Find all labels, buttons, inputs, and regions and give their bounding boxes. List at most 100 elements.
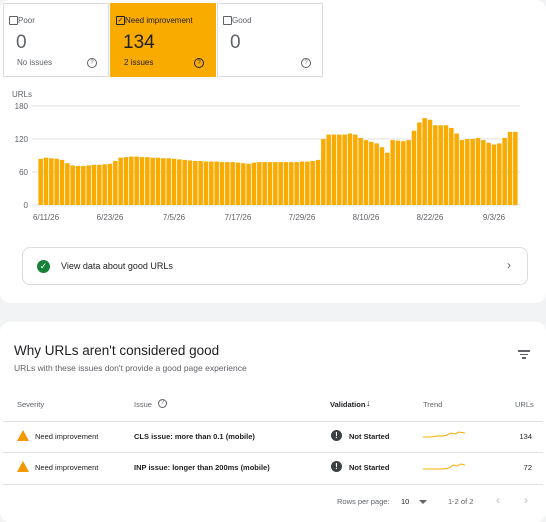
dropdown-arrow[interactable] — [419, 500, 427, 504]
bar — [145, 157, 150, 205]
x-tick-label: 8/10/26 — [353, 213, 380, 222]
bar — [369, 141, 374, 205]
bar — [454, 133, 459, 205]
warning-icon — [17, 461, 29, 472]
bar — [235, 162, 241, 205]
bar — [475, 137, 481, 205]
issue[interactable]: CLS issue: more than 0.1 (mobile) — [134, 432, 255, 441]
rows-per-page-label: Rows per page: — [337, 497, 390, 506]
bar — [326, 134, 331, 205]
good-tab[interactable]: Good 0 ? — [217, 3, 323, 77]
rows-per-page[interactable]: 10 — [401, 497, 410, 506]
bar — [427, 119, 433, 205]
bar — [129, 156, 134, 205]
bar — [470, 139, 475, 205]
bar — [459, 140, 465, 205]
bar — [134, 156, 139, 205]
warning-icon — [17, 430, 29, 441]
divider — [3, 484, 543, 485]
bar — [438, 125, 443, 205]
bar — [75, 165, 81, 205]
bar — [486, 142, 491, 205]
poor-tab[interactable]: Poor 0 No issues ? — [3, 3, 109, 77]
bar — [401, 141, 406, 205]
tab-count: 134 — [123, 32, 155, 53]
bar — [43, 157, 49, 205]
bar — [491, 144, 497, 205]
bar — [155, 157, 161, 205]
bar — [422, 118, 427, 205]
tab-label: Poor — [18, 16, 35, 25]
validation: Not Started — [349, 432, 390, 441]
y-tick-label: 60 — [19, 168, 28, 177]
page-range: 1-2 of 2 — [448, 497, 474, 506]
bar — [417, 122, 422, 205]
help-icon[interactable]: ? — [158, 399, 167, 408]
bar — [481, 140, 486, 205]
url-count: 72 — [523, 463, 532, 472]
bar — [321, 139, 326, 205]
bar — [257, 162, 262, 205]
bar — [166, 158, 171, 205]
bar — [273, 162, 278, 205]
bar — [241, 163, 246, 205]
bar — [390, 140, 395, 205]
bar — [219, 162, 225, 205]
x-tick-label: 7/29/26 — [289, 213, 316, 222]
bar — [465, 139, 470, 205]
overview-card: Poor 0 No issues ? ✓ Need improvement 13… — [0, 0, 546, 303]
bar — [331, 134, 337, 205]
prev-page[interactable]: ‹ — [496, 493, 500, 507]
bar — [443, 125, 449, 205]
issue[interactable]: INP issue: longer than 200ms (mobile) — [134, 463, 270, 472]
bar — [107, 163, 113, 205]
tab-sub: No issues — [17, 58, 53, 67]
trend-sparkline — [423, 463, 465, 470]
good-urls-link[interactable]: ✓ View data about good URLs › — [22, 247, 528, 285]
filter-icon[interactable] — [518, 350, 530, 359]
need-improvement-tab[interactable]: ✓ Need improvement 134 2 issues ? — [110, 3, 216, 77]
help-icon[interactable]: ? — [87, 58, 97, 68]
link-text: View data about good URLs — [61, 261, 173, 271]
bar — [97, 164, 102, 205]
next-page[interactable]: › — [524, 493, 528, 507]
bar — [177, 159, 182, 205]
y-tick-label: 120 — [15, 135, 29, 144]
bar — [289, 162, 294, 205]
column-header: Trend — [423, 400, 443, 409]
severity: Need improvement — [35, 463, 99, 472]
help-icon[interactable]: ? — [194, 58, 204, 68]
bar — [363, 140, 369, 205]
issues-card — [0, 322, 546, 522]
bar — [342, 134, 347, 205]
section-subtitle: URLs with these issues don't provide a g… — [14, 363, 247, 373]
bar — [310, 161, 315, 205]
bar — [513, 131, 518, 205]
tab-count: 0 — [16, 32, 27, 53]
help-icon[interactable]: ? — [301, 58, 311, 68]
bar — [305, 161, 310, 205]
check-icon: ✓ — [37, 260, 50, 273]
bar — [337, 134, 342, 205]
chart: URLs 0 60 120 180 6/11/26 6/23/26 7/5/26 7/17/2… — [12, 90, 520, 222]
column-header: Severity — [17, 400, 45, 409]
bar — [91, 164, 97, 205]
x-tick-label: 8/22/26 — [417, 213, 444, 222]
bar — [251, 162, 257, 205]
bar — [187, 160, 193, 205]
validation: Not Started — [349, 463, 390, 472]
bar — [299, 161, 305, 205]
bar — [65, 163, 70, 205]
checkbox: ✓ — [116, 16, 125, 25]
bar — [267, 162, 273, 205]
column-header[interactable]: Validation — [330, 400, 366, 409]
bar — [246, 163, 251, 205]
bar — [449, 128, 454, 205]
bar — [411, 130, 417, 205]
bar — [38, 158, 43, 205]
chevron: › — [507, 258, 511, 272]
bar — [182, 159, 187, 205]
bar — [118, 157, 123, 205]
bar — [70, 165, 75, 205]
